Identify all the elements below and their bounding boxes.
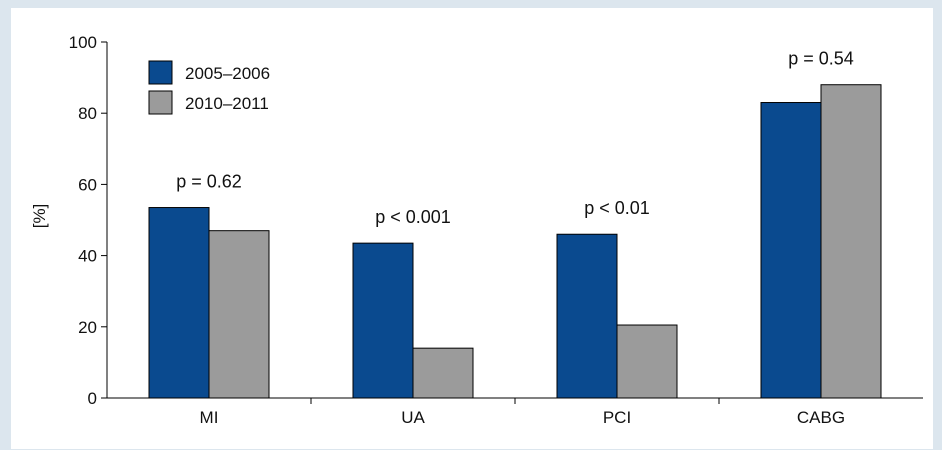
bar-chart: 0 20 40 60 80 100 MI UA PCI CABG p = 0.62 p < 0.00… [30, 33, 923, 427]
bar [556, 233, 618, 399]
legend-swatch [148, 60, 173, 85]
x-tick-label: PCI [603, 408, 631, 427]
y-axis-label: [%] [30, 204, 49, 229]
x-tick-label: CABG [797, 408, 845, 427]
bar [412, 347, 474, 399]
y-tick-label: 60 [78, 175, 97, 194]
x-tick-label: UA [401, 408, 425, 427]
annotations: p = 0.62 p < 0.001 p < 0.01 p = 0.54 [176, 49, 854, 227]
bar [616, 324, 678, 399]
y-tick-label: 80 [78, 104, 97, 123]
bar [208, 230, 270, 399]
bars [148, 84, 882, 399]
legend-label: 2010–2011 [185, 94, 269, 113]
x-tick-label: MI [200, 408, 219, 427]
p-value-label: p = 0.62 [176, 172, 242, 192]
p-value-label: p < 0.01 [584, 198, 650, 218]
legend: 2005–2006 2010–2011 [148, 60, 270, 115]
y-tick-label: 20 [78, 318, 97, 337]
bar [820, 84, 882, 399]
y-tick-label: 0 [88, 389, 97, 408]
legend-swatch [148, 90, 173, 115]
p-value-label: p = 0.54 [788, 49, 854, 69]
bar [148, 207, 210, 399]
y-tick-label: 40 [78, 247, 97, 266]
p-value-label: p < 0.001 [375, 207, 451, 227]
bar [352, 242, 414, 399]
chart-panel: 0 20 40 60 80 100 MI UA PCI CABG p = 0.62 p < 0.00… [11, 8, 933, 449]
y-tick-label: 100 [69, 33, 97, 52]
legend-label: 2005–2006 [185, 64, 270, 83]
bar [760, 102, 822, 399]
